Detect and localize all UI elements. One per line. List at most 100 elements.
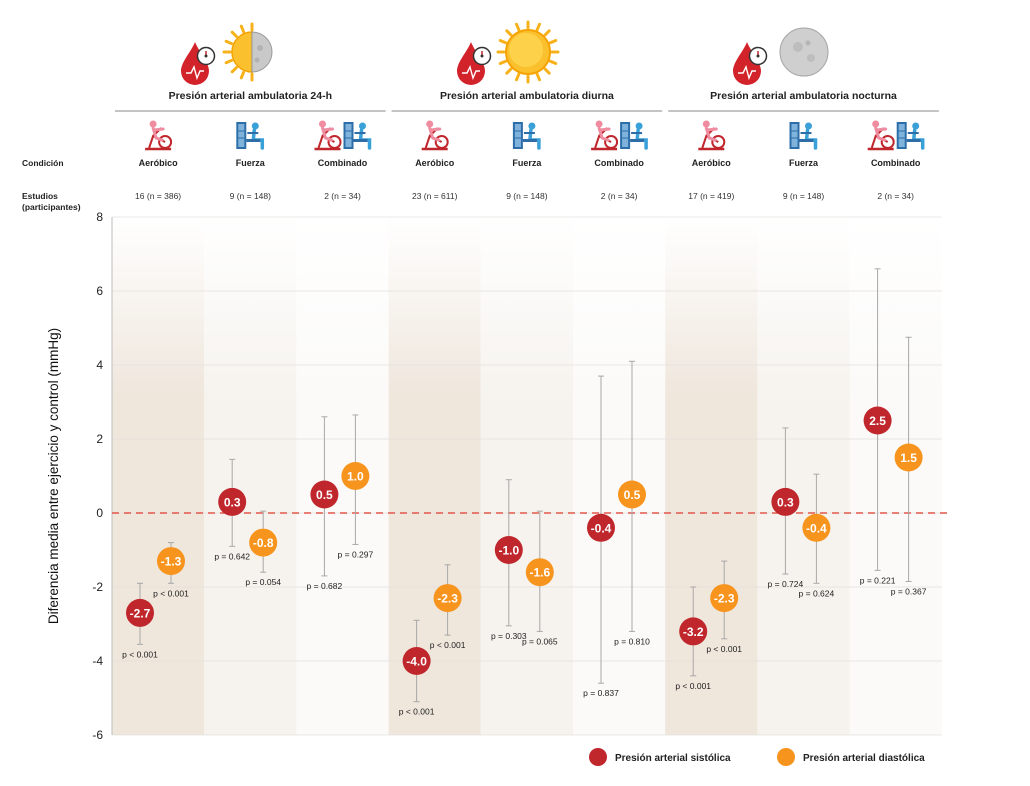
point-value-label: 1.5: [900, 451, 917, 465]
p-value-label: p = 0.837: [583, 688, 619, 698]
point-marker: [525, 558, 554, 587]
moon-icon: [779, 27, 829, 77]
legend-swatch: [777, 748, 795, 766]
p-value-label: p = 0.054: [245, 577, 281, 587]
y-tick-label: 6: [96, 284, 103, 298]
y-axis-title: Diferencia media entre ejercicio y contr…: [46, 328, 61, 624]
point-marker: [618, 480, 646, 509]
weight-machine-icon: [236, 122, 265, 150]
stationary-bike-icon: [698, 120, 726, 151]
condition-label: Fuerza: [789, 158, 819, 168]
point-value-label: -2.3: [437, 592, 458, 606]
y-tick-label: -2: [92, 580, 103, 594]
point-value-label: 2.5: [869, 414, 886, 428]
diastolic-point: 1.0 p = 0.297: [338, 414, 374, 559]
point-value-label: 0.3: [777, 495, 794, 509]
point-marker: [310, 480, 339, 509]
grid-lines: [112, 216, 942, 736]
condition-header: Combinado 2 (n = 34): [591, 120, 648, 201]
point-marker: [402, 647, 431, 675]
systolic-point: -2.7 p < 0.001: [122, 582, 158, 659]
diastolic-point: -1.6 p = 0.065: [522, 510, 558, 646]
y-tick-label: 4: [96, 358, 103, 372]
p-value-label: p = 0.642: [214, 551, 250, 561]
blood-pressure-drop-icon: [181, 42, 216, 85]
studies-count: 17 (n = 419): [688, 191, 734, 201]
condition-label: Combinado: [594, 158, 644, 168]
weight-machine-icon: [343, 122, 372, 150]
weight-machine-icon: [789, 122, 818, 150]
condition-label: Combinado: [318, 158, 368, 168]
condition-label: Aeróbico: [692, 158, 732, 168]
group-header: Presión arterial ambulatoria 24-h: [115, 22, 386, 112]
condition-label: Aeróbico: [415, 158, 455, 168]
systolic-point: 0.3 p = 0.724: [768, 427, 804, 589]
p-value-label: p = 0.682: [307, 581, 343, 591]
stationary-bike-icon: [591, 120, 619, 151]
point-marker: [218, 487, 247, 516]
condition-header: Combinado 2 (n = 34): [867, 120, 925, 201]
studies-count: 2 (n = 34): [601, 191, 638, 201]
y-tick-label: -4: [92, 654, 103, 668]
p-value-label: p = 0.297: [338, 549, 374, 559]
group-title: Presión arterial ambulatoria 24-h: [169, 90, 332, 102]
sun-icon: [496, 20, 560, 84]
studies-count: 9 (n = 148): [783, 191, 825, 201]
point-marker: [771, 487, 800, 516]
diastolic-point: -2.3 p < 0.001: [706, 560, 742, 654]
point-marker: [587, 513, 615, 542]
y-tick-label: 0: [96, 506, 103, 520]
point-marker: [863, 406, 892, 435]
point-value-label: 0.5: [316, 488, 333, 502]
p-value-label: p = 0.303: [491, 631, 527, 641]
column-band: [849, 217, 942, 735]
group-header: Presión arterial ambulatoria diurna: [391, 20, 663, 112]
stationary-bike-icon: [421, 120, 449, 151]
point-value-label: 0.5: [624, 488, 641, 502]
row-label-condition: Condición: [22, 158, 64, 168]
column-band: [757, 217, 850, 735]
column-band: [388, 217, 481, 735]
weight-machine-icon: [620, 122, 648, 150]
condition-label: Combinado: [871, 158, 921, 168]
data-marks: -2.7p < 0.001-1.3p < 0.001 0.3 p = 0.642 -0…: [122, 268, 927, 717]
diastolic-point: -1.3 p < 0.001: [153, 542, 189, 598]
point-marker: [494, 536, 523, 564]
p-value-label: p < 0.001: [706, 644, 742, 654]
point-value-label: -3.2: [683, 625, 704, 639]
point-value-label: -4.0: [406, 655, 427, 669]
condition-header: Fuerza 9 (n = 148): [506, 122, 548, 201]
p-value-label: p = 0.624: [799, 588, 835, 598]
legend-label: Presión arterial sistólica: [615, 753, 731, 764]
point-marker: [894, 443, 923, 472]
column-band: [573, 217, 666, 735]
diastolic-point: 1.5 p = 0.367: [891, 336, 927, 596]
condition-header: Aeróbico 16 (n = 386): [135, 120, 181, 201]
weight-machine-icon: [512, 122, 541, 150]
legend: Presión arterial sistólica Presión arteri…: [589, 748, 925, 766]
point-value-label: -0.4: [806, 521, 827, 535]
p-value-label: p < 0.001: [122, 649, 158, 659]
p-value-label: p < 0.001: [153, 588, 189, 598]
condition-header: Fuerza 9 (n = 148): [783, 122, 825, 201]
legend-item-diastolic: Presión arterial diastólica: [777, 748, 925, 766]
blood-pressure-drop-icon: [457, 42, 492, 85]
point-value-label: 0.3: [224, 495, 241, 509]
stationary-bike-icon: [314, 120, 342, 151]
point-value-label: -1.0: [498, 544, 519, 558]
weight-machine-icon: [896, 122, 925, 150]
moon-icon: [251, 31, 273, 73]
column-band: [665, 217, 758, 735]
condition-label: Fuerza: [512, 158, 542, 168]
studies-count: 23 (n = 611): [412, 191, 458, 201]
y-axis: -6 -4 -2 0 2 4 6 8 Diferencia media entre ejerci…: [46, 210, 950, 742]
group-title: Presión arterial ambulatoria nocturna: [710, 90, 897, 102]
studies-count: 9 (n = 148): [506, 191, 548, 201]
row-label-participants: (participantes): [22, 202, 81, 212]
sun-icon: [222, 22, 254, 82]
group-title: Presión arterial ambulatoria diurna: [440, 90, 614, 102]
column-band: [112, 217, 205, 735]
chart-header: Condición Estudios(participantes) Presión …: [22, 20, 939, 212]
point-marker: [679, 617, 708, 646]
